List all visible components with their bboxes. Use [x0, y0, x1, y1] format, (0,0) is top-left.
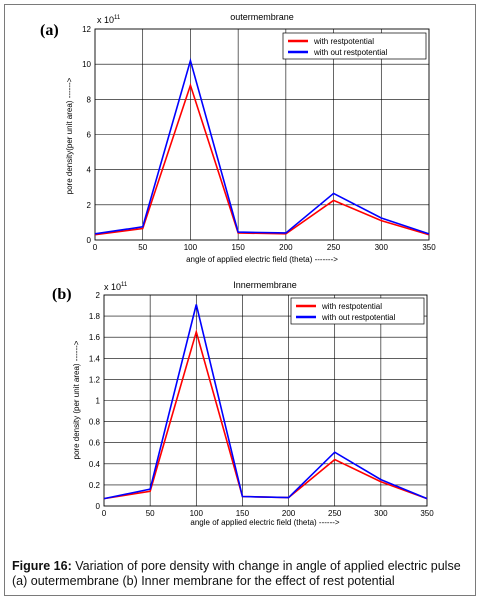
chart-outermembrane: outermembrane x 1011 angle of applied el…	[65, 12, 436, 264]
y-tick-label: 6	[87, 131, 92, 140]
series-line	[94, 57, 430, 235]
y-tick-label: 10	[82, 60, 91, 69]
x-tick-label: 300	[374, 509, 388, 518]
y-scale-power: 11	[114, 15, 121, 21]
y-scale-base: x 10	[97, 15, 114, 25]
y-tick-label: 2	[87, 201, 92, 210]
panel-b-letter: (b)	[52, 286, 72, 303]
legend-label: with out restpotential	[313, 48, 388, 57]
y-tick-label: 1	[96, 397, 101, 406]
x-tick-label: 150	[231, 243, 245, 252]
chart-title: Innermembrane	[233, 280, 297, 290]
y-tick-label: 0.2	[89, 481, 101, 490]
legend: with restpotential with out restpotential	[290, 297, 425, 325]
series-line	[103, 304, 428, 500]
axes-box	[94, 28, 430, 241]
legend: with restpotential with out restpotential	[282, 32, 427, 60]
panel-a-letter: (a)	[40, 22, 59, 39]
y-scale-power: 11	[121, 282, 128, 288]
x-tick-label: 50	[146, 509, 155, 518]
caption-text: Variation of pore density with change in…	[12, 559, 461, 588]
legend-label: with restpotential	[313, 37, 374, 46]
y-scale-base: x 10	[104, 282, 121, 292]
x-tick-label: 100	[190, 509, 204, 518]
chart-title: outermembrane	[230, 12, 294, 22]
x-tick-label: 50	[138, 243, 147, 252]
x-tick-label: 150	[236, 509, 250, 518]
plot-area: 0 50 100 150 200 250 300 350 0 2 4 6 8 10 12 with restp…	[82, 25, 436, 252]
axes-box	[103, 294, 428, 507]
y-tick-label: 1.2	[89, 375, 101, 384]
y-tick-label: 0	[96, 502, 101, 511]
y-tick-label: 12	[82, 25, 91, 34]
y-tick-label: 1.4	[89, 354, 101, 363]
x-axis-label: angle of applied electric field (theta) …	[186, 255, 338, 264]
x-axis-label: angle of applied electric field (theta) …	[190, 518, 340, 527]
caption-label: Figure 16:	[12, 559, 72, 573]
y-tick-label: 1.8	[89, 312, 101, 321]
x-tick-label: 350	[422, 243, 436, 252]
series-line	[103, 329, 428, 500]
x-tick-label: 100	[184, 243, 198, 252]
y-axis-label: pore density(per unit area) ------>	[65, 77, 74, 194]
y-tick-label: 0	[87, 236, 92, 245]
y-axis-label: pore density (per unit area) ------>	[72, 340, 81, 459]
y-tick-label: 1.6	[89, 333, 101, 342]
y-tick-label: 0.6	[89, 439, 101, 448]
legend-label: with restpotential	[321, 302, 382, 311]
y-tick-label: 8	[87, 95, 92, 104]
x-tick-label: 250	[327, 243, 341, 252]
y-tick-label: 0.8	[89, 418, 101, 427]
figure-caption: Figure 16: Variation of pore density wit…	[12, 559, 472, 589]
legend-box	[282, 32, 427, 60]
chart-innermembrane: Innermembrane x 1011 angle of applied el…	[72, 280, 434, 527]
y-scale-exponent: x 1011	[104, 282, 128, 292]
x-tick-label: 200	[279, 243, 293, 252]
y-tick-label: 0.4	[89, 460, 101, 469]
x-tick-label: 250	[328, 509, 342, 518]
y-tick-label: 2	[96, 291, 101, 300]
x-tick-label: 200	[282, 509, 296, 518]
x-tick-label: 350	[420, 509, 434, 518]
series-line	[94, 82, 430, 236]
legend-label: with out restpotential	[321, 313, 396, 322]
y-tick-label: 4	[87, 166, 92, 175]
x-tick-label: 0	[93, 243, 98, 252]
legend-box	[290, 297, 425, 325]
x-tick-label: 0	[102, 509, 107, 518]
plot-area: 0 50 100 150 200 250 300 350 0 0.2 0.4 0.6 0.8 1 1.2 1.…	[89, 291, 434, 518]
y-scale-exponent: x 1011	[97, 15, 121, 25]
x-tick-label: 300	[375, 243, 389, 252]
